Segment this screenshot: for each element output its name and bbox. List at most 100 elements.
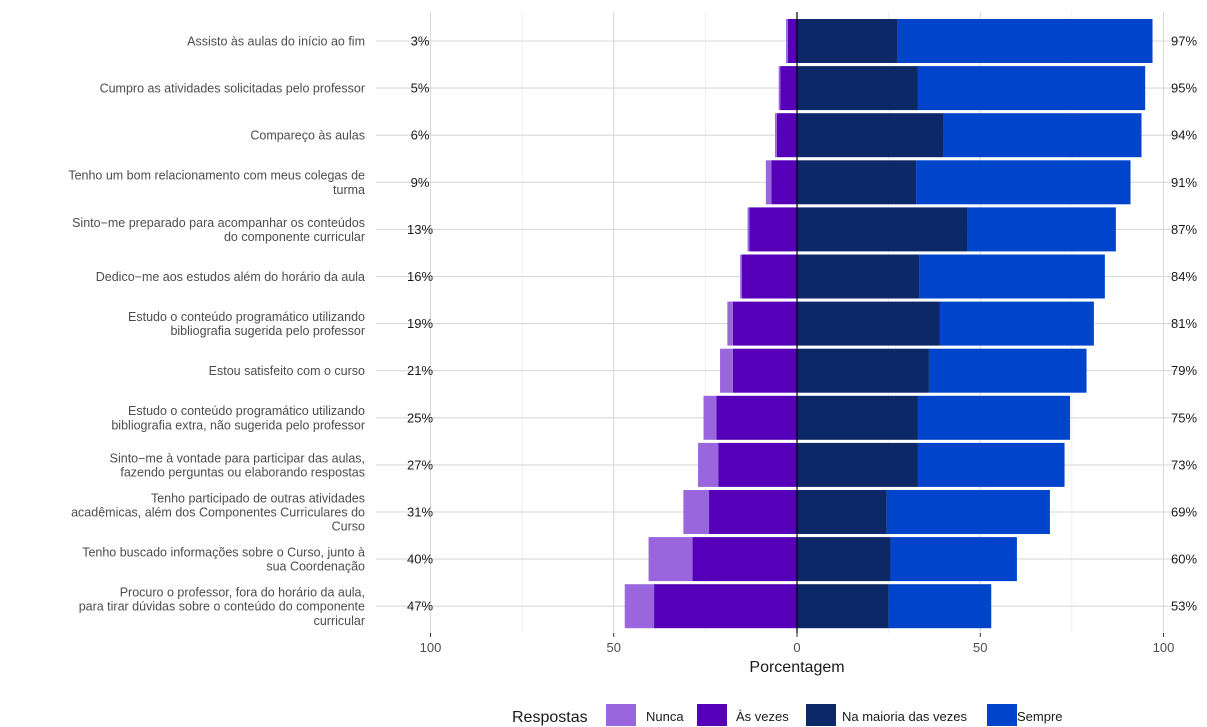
right-percentage-label: 60% — [1171, 552, 1197, 567]
right-percentage-label: 87% — [1171, 222, 1197, 237]
x-tick-label: 0 — [793, 640, 800, 655]
bar-na-maioria — [797, 19, 898, 63]
bar-as-vezes — [776, 113, 797, 158]
bar-na-maioria — [797, 348, 929, 393]
bar-sempre — [886, 490, 1050, 534]
bar-nunca — [698, 442, 719, 487]
bar-na-maioria — [797, 207, 968, 252]
bar-na-maioria — [797, 66, 918, 111]
bar-sempre — [939, 301, 1094, 346]
left-percentage-label: 19% — [407, 316, 433, 331]
category-label: Estudo o conteúdo programático utilizand… — [128, 310, 365, 338]
category-label: Compareço às aulas — [250, 129, 365, 143]
bar-na-maioria — [797, 537, 891, 582]
bar-sempre — [917, 66, 1146, 111]
legend-title: Respostas — [512, 709, 588, 726]
category-label: Assisto às aulas do início ao fim — [187, 35, 365, 49]
bar-sempre — [943, 113, 1142, 158]
bar-sempre — [928, 348, 1087, 393]
category-labels: Assisto às aulas do início ao fim Cumpro … — [68, 35, 365, 628]
bar-nunca — [765, 160, 772, 205]
bar-as-vezes — [780, 66, 797, 111]
bar-as-vezes — [732, 348, 797, 393]
bar-nunca — [747, 207, 750, 252]
bar-sempre — [890, 537, 1017, 582]
x-tick-label: 50 — [607, 640, 621, 655]
legend: Respostas Nunca Às vezes Na maioria das vez… — [512, 704, 1063, 726]
x-axis-ticks: 100 50 0 50 100 — [420, 633, 1175, 655]
right-percentage-label: 81% — [1171, 316, 1197, 331]
legend-key — [806, 704, 836, 726]
left-percentage-label: 47% — [407, 599, 433, 614]
legend-label: Na maioria das vezes — [842, 709, 967, 724]
category-label: Estudo o conteúdo programático utilizand… — [111, 404, 365, 432]
right-percentage-label: 91% — [1171, 175, 1197, 190]
bar-as-vezes — [692, 537, 797, 582]
bars — [624, 19, 1153, 629]
bar-nunca — [624, 584, 655, 629]
right-percentage-label: 94% — [1171, 128, 1197, 143]
x-tick-label: 100 — [1153, 640, 1175, 655]
bar-na-maioria — [797, 442, 918, 487]
bar-sempre — [967, 207, 1116, 252]
category-label: Cumpro as atividades solicitadas pelo pr… — [100, 82, 365, 96]
bar-na-maioria — [797, 490, 887, 534]
bar-as-vezes — [709, 490, 797, 534]
bar-nunca — [740, 254, 743, 299]
bar-na-maioria — [797, 395, 918, 440]
x-axis-title: Porcentagem — [749, 659, 844, 676]
left-percentage-label: 9% — [411, 175, 430, 190]
legend-key — [697, 704, 727, 726]
bar-as-vezes — [742, 254, 797, 299]
category-label: Sinto−me preparado para acompanhar os co… — [72, 216, 365, 244]
legend-label: Às vezes — [736, 709, 789, 724]
right-percentage-label: 95% — [1171, 81, 1197, 96]
bar-as-vezes — [749, 207, 797, 252]
bar-as-vezes — [771, 160, 797, 205]
right-percentage-label: 53% — [1171, 599, 1197, 614]
category-label: Sinto−me à vontade para participar das a… — [110, 451, 365, 479]
category-label: Tenho participado de outras atividades ac… — [71, 491, 365, 533]
category-label: Procuro o professor, fora do horário da … — [79, 586, 365, 628]
bar-nunca — [727, 301, 733, 346]
legend-key — [606, 704, 636, 726]
right-percentage-label: 97% — [1171, 34, 1197, 49]
category-label: Tenho buscado informações sobre o Curso,… — [82, 546, 365, 574]
bar-sempre — [916, 160, 1131, 205]
legend-key — [987, 704, 1017, 726]
bar-nunca — [648, 537, 693, 582]
left-percentage-label: 16% — [407, 269, 433, 284]
x-tick-label: 100 — [420, 640, 442, 655]
category-label: Estou satisfeito com o curso — [209, 364, 365, 378]
bar-sempre — [919, 254, 1105, 299]
bar-sempre — [917, 442, 1065, 487]
bar-na-maioria — [797, 113, 944, 158]
bar-nunca — [778, 66, 781, 111]
left-percentage-label: 3% — [411, 34, 430, 49]
bar-na-maioria — [797, 584, 889, 629]
bar-na-maioria — [797, 160, 917, 205]
right-percentage-label: 75% — [1171, 410, 1197, 425]
right-percentage-label: 73% — [1171, 457, 1197, 472]
bar-na-maioria — [797, 301, 940, 346]
bar-na-maioria — [797, 254, 920, 299]
bar-as-vezes — [718, 442, 797, 487]
right-percentage-label: 84% — [1171, 269, 1197, 284]
bar-nunca — [683, 490, 710, 534]
legend-label: Nunca — [646, 709, 684, 724]
category-label: Tenho um bom relacionamento com meus col… — [68, 169, 365, 197]
legend-label: Sempre — [1017, 709, 1063, 724]
left-percentage-label: 27% — [407, 457, 433, 472]
bar-as-vezes — [716, 395, 797, 440]
x-tick-label: 50 — [973, 640, 987, 655]
left-percentage-label: 31% — [407, 505, 433, 520]
left-percentage-label: 25% — [407, 410, 433, 425]
percentage-labels: 3% 97% 5% 95% 6% 94% 9% 91% 13% 87% 16% 84% 19% 81% 21… — [407, 34, 1197, 614]
left-percentage-label: 6% — [411, 128, 430, 143]
bar-nunca — [775, 113, 777, 158]
left-percentage-label: 21% — [407, 363, 433, 378]
bar-nunca — [786, 19, 788, 63]
bar-sempre — [917, 395, 1071, 440]
left-percentage-label: 13% — [407, 222, 433, 237]
